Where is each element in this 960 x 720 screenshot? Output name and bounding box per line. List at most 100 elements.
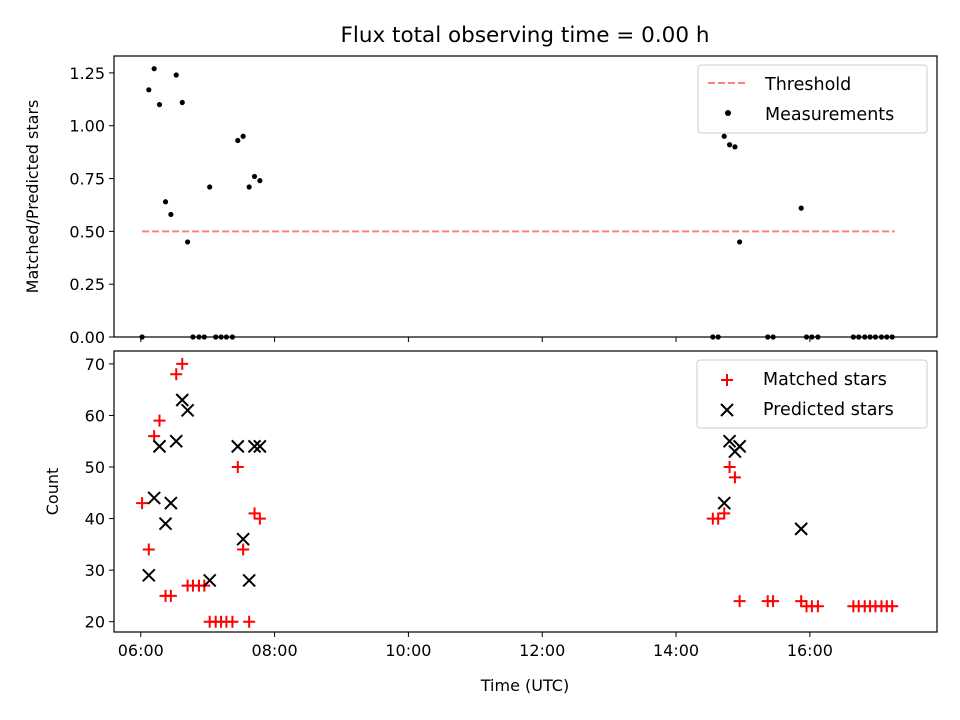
predicted-stars-point	[202, 573, 217, 588]
matched-star-point	[237, 543, 250, 556]
ratio-y-tick-label: 0.75	[69, 170, 105, 189]
matched-star-point	[248, 507, 261, 520]
count-y-tick-label: 50	[85, 458, 105, 477]
x-tick-label: 16:00	[787, 641, 833, 660]
matched-star-point	[253, 512, 266, 525]
matched-star-point	[886, 600, 899, 613]
measurement-point	[732, 144, 738, 150]
ratio-y-axis-label: Matched/Predicted stars	[23, 100, 42, 294]
matched-star-point	[712, 512, 725, 525]
legend-measurements-label: Measurements	[765, 105, 894, 125]
matched-star-point	[728, 471, 741, 484]
measurement-point	[156, 101, 163, 108]
predicted-stars-point	[794, 522, 808, 536]
measurement-point	[798, 205, 804, 211]
measurement-point	[162, 199, 169, 205]
measurement-point	[721, 133, 727, 139]
measurement-point	[251, 173, 258, 180]
ratio-y-tick-label: 1.00	[69, 117, 105, 136]
x-tick-label: 08:00	[252, 641, 298, 660]
predicted-stars-point	[152, 439, 167, 454]
x-tick-label: 06:00	[118, 641, 164, 660]
x-tick-label: 14:00	[653, 641, 699, 660]
count-legend: Matched stars Predicted stars	[696, 359, 928, 429]
predicted-stars-point	[247, 439, 262, 454]
measurement-point	[235, 137, 241, 144]
predicted-stars-point	[732, 439, 747, 454]
legend-matched-swatch	[721, 374, 733, 386]
predicted-stars-point	[169, 434, 183, 448]
ratio-panel-frame	[113, 55, 938, 338]
matched-star-point	[718, 507, 731, 520]
matched-star-point	[243, 615, 256, 628]
count-y-tick-label: 70	[85, 355, 105, 374]
predicted-stars-point	[231, 439, 245, 454]
x-tick-label: 12:00	[519, 641, 565, 660]
matched-star-point	[153, 414, 166, 427]
ratio-panel-marks	[139, 66, 895, 340]
matched-star-point	[136, 497, 149, 510]
matched-star-point	[767, 595, 780, 608]
ratio-y-tick-label: 0.50	[69, 222, 105, 241]
measurement-point	[257, 178, 263, 184]
ratio-legend-frame	[697, 64, 928, 134]
matched-star-point	[170, 368, 183, 381]
measurement-point	[168, 211, 174, 218]
matched-star-point	[226, 615, 239, 628]
measurement-point	[185, 239, 191, 245]
matched-star-point	[795, 595, 808, 608]
measurement-point	[240, 133, 246, 139]
measurement-point	[246, 184, 252, 190]
predicted-stars-point	[253, 439, 267, 454]
count-panel-axes: 20 30 40 50 60 70 06:00 08:00 10:00 12:00 14:00 16:…	[85, 355, 833, 660]
predicted-stars-point	[180, 403, 195, 418]
legend-matched-label: Matched stars	[763, 370, 887, 390]
count-panel: 20 30 40 50 60 70 06:00 08:00 10:00 12:00 14:00 16:…	[43, 350, 938, 695]
ratio-legend: Threshold Measurements	[697, 64, 928, 134]
count-panel-marks	[136, 357, 899, 628]
predicted-stars-point	[142, 568, 156, 582]
x-axis-label: Time (UTC)	[480, 676, 569, 695]
predicted-stars-point	[164, 496, 178, 510]
predicted-stars-point	[158, 517, 173, 531]
legend-measurements-swatch	[725, 110, 731, 116]
matched-star-point	[231, 461, 244, 474]
matched-star-point	[733, 595, 746, 608]
legend-predicted-swatch	[720, 403, 734, 417]
measurement-point	[173, 72, 179, 78]
count-y-tick-label: 60	[85, 406, 105, 425]
matched-star-point	[811, 600, 824, 613]
count-y-axis-label: Count	[43, 468, 62, 516]
legend-threshold-label: Threshold	[764, 75, 851, 95]
predicted-stars-point	[147, 491, 161, 505]
measurement-point	[737, 239, 743, 245]
measurement-point	[207, 184, 213, 190]
count-legend-frame	[696, 359, 928, 429]
measurement-point	[179, 99, 185, 106]
matched-star-point	[723, 461, 736, 474]
ratio-y-tick-label: 1.25	[69, 64, 105, 83]
count-y-tick-label: 30	[85, 561, 105, 580]
count-y-tick-label: 40	[85, 510, 105, 529]
ratio-y-tick-label: 0.25	[69, 275, 105, 294]
predicted-stars-point	[236, 532, 250, 546]
figure-title: Flux total observing time = 0.00 h	[341, 23, 710, 48]
predicted-stars-point	[722, 434, 737, 448]
matched-star-point	[176, 357, 189, 370]
predicted-stars-point	[717, 496, 731, 510]
ratio-y-tick-label: 0.00	[69, 328, 105, 347]
ratio-panel-axes: 0.00 0.25 0.50 0.75 1.00 1.25	[69, 64, 811, 347]
measurement-point	[146, 87, 152, 93]
matched-star-point	[164, 589, 177, 602]
count-panel-frame	[113, 350, 938, 633]
measurement-point	[726, 142, 733, 148]
matched-star-point	[142, 543, 155, 556]
predicted-stars-point	[242, 573, 256, 588]
ratio-panel: 0.00 0.25 0.50 0.75 1.00 1.25 Matched/Predict…	[23, 55, 938, 347]
x-tick-label: 10:00	[385, 641, 431, 660]
predicted-stars-point	[175, 393, 189, 407]
measurement-point	[151, 66, 157, 72]
legend-predicted-label: Predicted stars	[763, 400, 894, 420]
count-y-tick-label: 20	[85, 613, 105, 632]
